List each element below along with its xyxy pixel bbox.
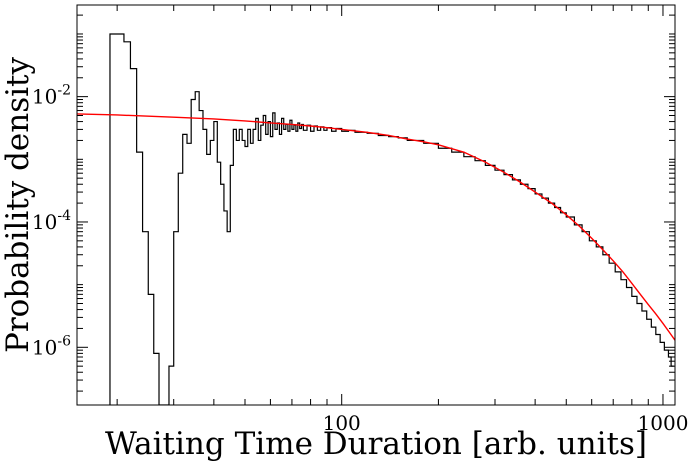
x-tick-label: 1000: [638, 411, 689, 435]
ticks-layer: [77, 5, 675, 405]
y-tick-label-base: 10: [32, 210, 57, 234]
x-axis-title: Waiting Time Duration [arb. units]: [105, 426, 647, 462]
y-tick-label: 10-6: [32, 333, 71, 359]
y-axis-title: Probability density: [0, 57, 36, 354]
series-layer: [77, 33, 675, 405]
plot-frame: [76, 4, 676, 406]
y-tick-label: 10-4: [32, 208, 71, 234]
y-tick-label-exponent: -2: [57, 83, 71, 99]
x-tick-label: 100: [323, 411, 361, 435]
fit-curve-series: [77, 113, 675, 341]
y-tick-label: 10-2: [32, 83, 71, 109]
y-tick-label-exponent: -6: [57, 333, 71, 349]
histogram-series: [109, 33, 674, 405]
y-tick-label-base: 10: [32, 85, 57, 109]
y-tick-label-exponent: -4: [57, 208, 71, 224]
y-tick-label-base: 10: [32, 335, 57, 359]
